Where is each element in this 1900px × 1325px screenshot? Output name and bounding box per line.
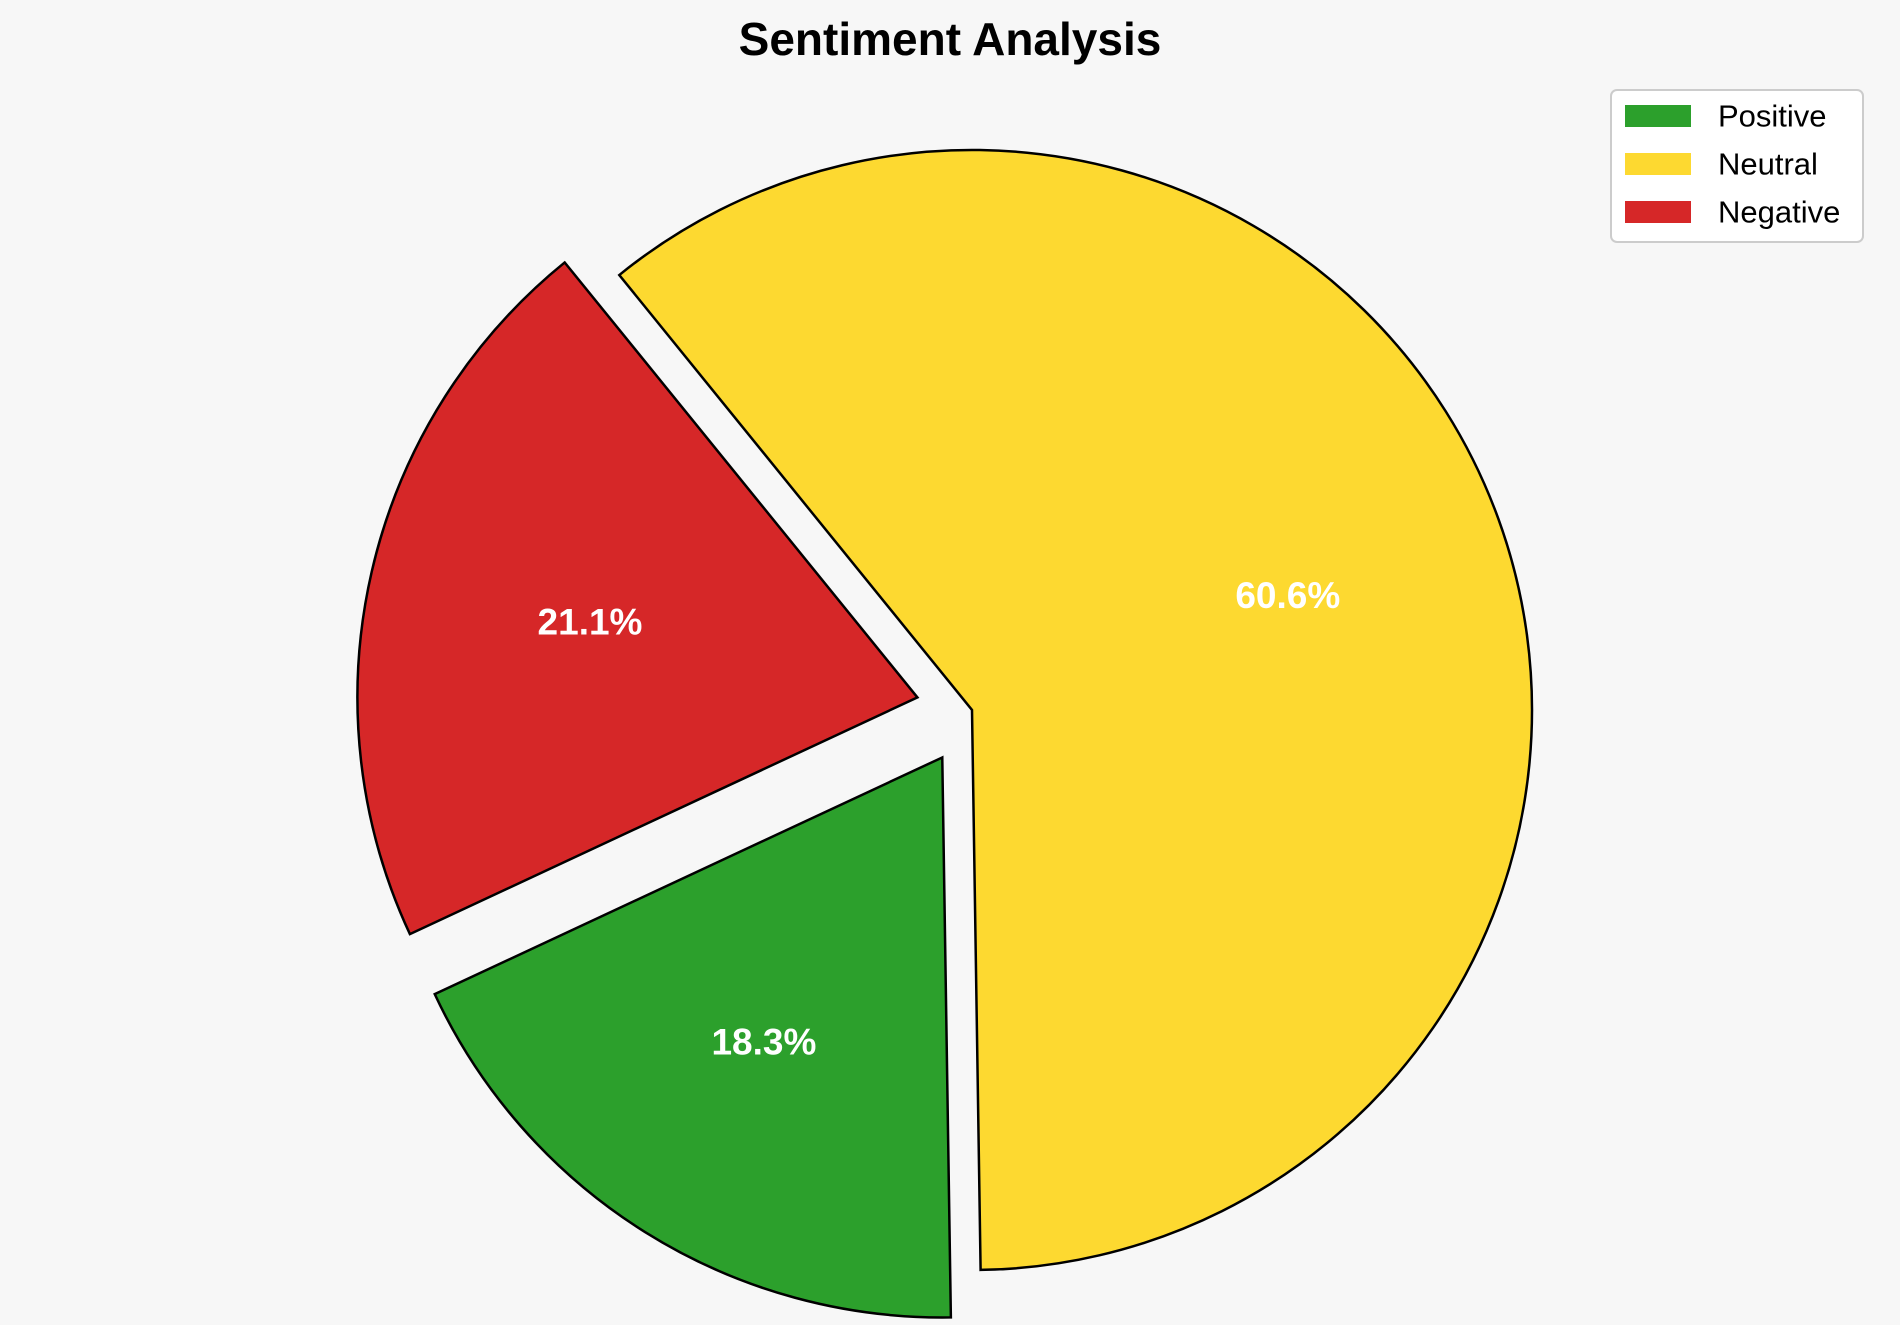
pie-slice-neutral [617,148,1534,1272]
chart-title: Sentiment Analysis [739,13,1162,65]
legend: Positive Neutral Negative [1610,89,1864,243]
legend-swatch-positive [1625,105,1691,127]
pie-slices [356,148,1534,1319]
legend-label-positive: Positive [1718,99,1827,134]
pie-labels: 18.3% 60.6% 21.1% [538,575,1341,1063]
slice-label-negative: 21.1% [538,601,643,642]
slice-label-positive: 18.3% [711,1022,816,1063]
pie-slice-positive [433,755,953,1319]
legend-label-negative: Negative [1718,195,1840,230]
slice-label-neutral: 60.6% [1235,575,1340,616]
legend-swatch-negative [1625,201,1691,223]
legend-swatch-neutral [1625,153,1691,175]
pie-slice-negative [356,260,920,936]
legend-label-neutral: Neutral [1718,147,1818,182]
